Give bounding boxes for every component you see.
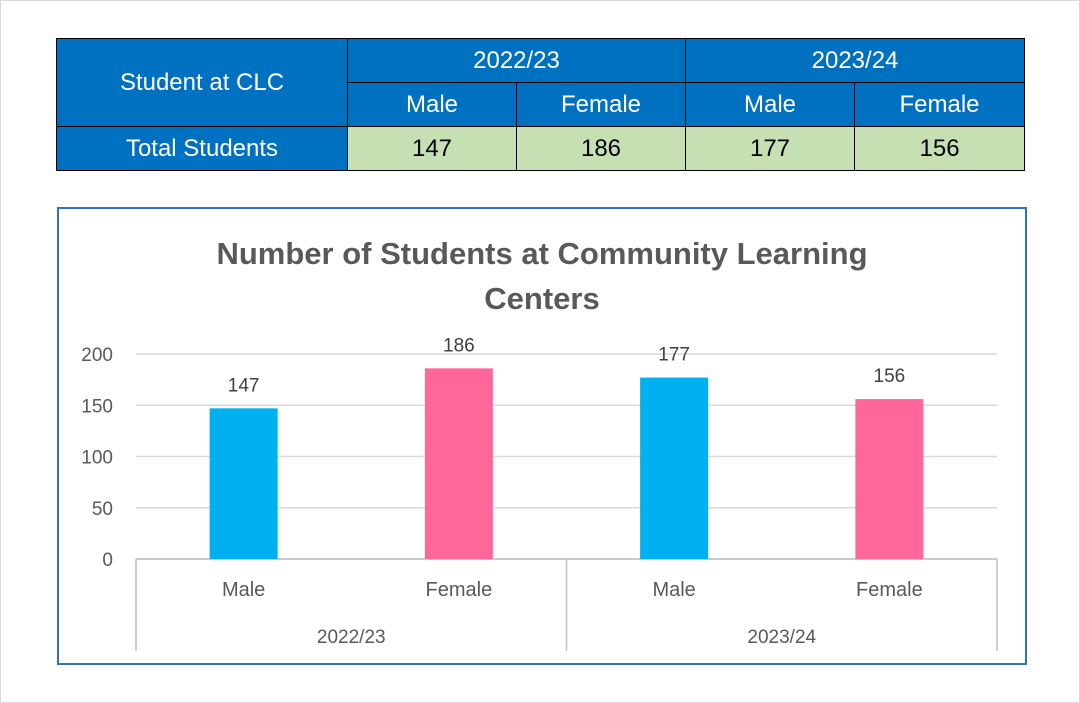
gender-header-male: Male (685, 82, 856, 127)
y-tick-label: 150 (81, 396, 113, 417)
y-tick-label: 100 (81, 448, 113, 469)
x-group-label: 2022/23 (317, 627, 386, 648)
data-label: 177 (658, 345, 690, 366)
bar (424, 368, 493, 559)
row-header-cell: Student at CLC (56, 38, 348, 127)
total-cell: 186 (515, 126, 687, 171)
chart-container: Number of Students at Community Learning… (57, 207, 1027, 665)
data-label: 186 (443, 335, 475, 356)
x-group-label: 2023/24 (747, 627, 816, 648)
x-category-label: Female (856, 579, 923, 601)
x-category-label: Male (222, 579, 265, 601)
bar (855, 399, 924, 559)
y-tick-label: 50 (92, 499, 113, 520)
bar (209, 408, 278, 559)
gender-header-female: Female (854, 82, 1026, 127)
students-table: Student at CLC 2022/23 2023/24 Male Fema… (56, 38, 1026, 171)
x-category-label: Female (426, 579, 493, 601)
data-label: 156 (874, 366, 906, 387)
bar (640, 377, 709, 559)
x-category-label: Male (652, 579, 695, 601)
chart-title-line-2: Centers (484, 281, 600, 316)
year-header-2022-23: 2022/23 (346, 38, 687, 83)
y-tick-label: 200 (81, 345, 113, 366)
gender-header-female: Female (515, 82, 687, 127)
gender-header-male: Male (347, 82, 517, 127)
chart-title-line-1: Number of Students at Community Learning (216, 236, 868, 271)
total-cell: 177 (685, 126, 856, 171)
total-cell: 147 (347, 126, 517, 171)
y-tick-label: 0 (102, 550, 113, 571)
year-header-2023-24: 2023/24 (685, 38, 1026, 83)
data-label: 147 (228, 375, 260, 396)
total-cell: 156 (854, 126, 1026, 171)
bar-chart-plot: 0 50 100 150 200 147 Male 186 Female 177 Male 156 Fe… (81, 335, 998, 651)
total-students-label: Total Students (56, 126, 348, 171)
